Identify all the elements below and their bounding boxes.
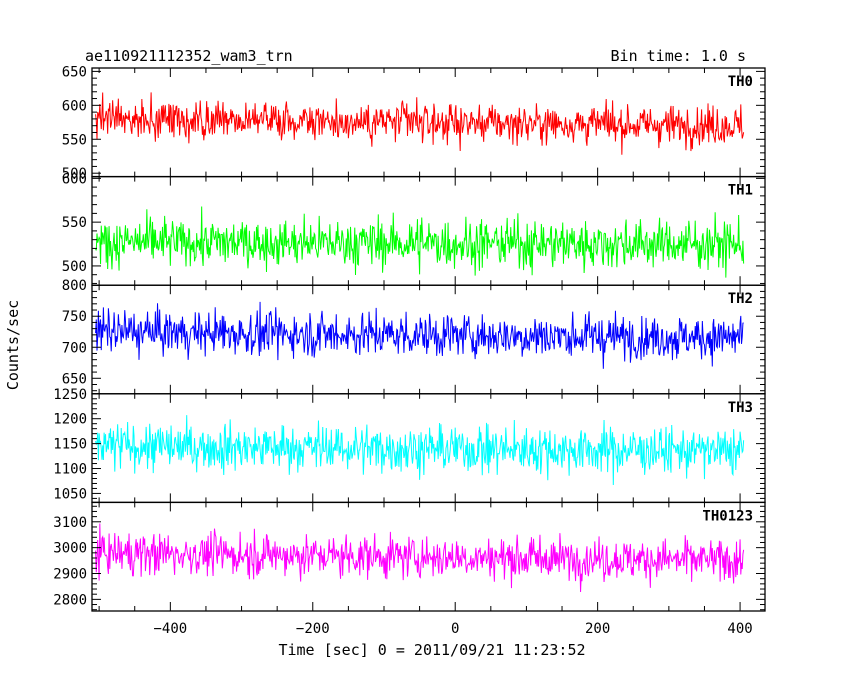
panel-th3: 1050 1100 1150 1200 1250 TH3 [53,387,766,504]
panel-frame [91,501,766,612]
series-line-th1 [95,206,745,278]
y-tick-label: 650 [62,64,87,80]
panel-th0: 500 550 600 650 TH0 [62,64,766,182]
panel-label-th0123: TH0123 [702,508,753,524]
y-tick-label: 550 [62,215,87,231]
y-tick-label: 800 [62,278,87,294]
series-line-th0123 [95,523,745,592]
chart-title: ae110921112352_wam3_trn [85,47,293,65]
y-tick-label: 2900 [53,567,87,583]
y-tick-label: 1150 [53,437,87,453]
panels-group: 500 550 600 650 TH0 500 550 600 TH1 650 700 750 800 T… [53,64,766,637]
y-tick-label: 3100 [53,515,87,531]
y-tick-label: 500 [62,259,87,275]
y-tick-label: 500 [62,166,87,182]
bin-time-label: Bin time: 1.0 s [611,47,746,65]
panel-th2: 650 700 750 800 TH2 [62,278,766,395]
panel-label-th2: TH2 [728,291,753,307]
x-tick-label: 0 [451,621,459,637]
panel-label-th3: TH3 [728,400,753,416]
panel-label-th0: TH0 [728,74,753,90]
y-tick-label: 600 [62,171,87,187]
y-tick-label: 1050 [53,486,87,502]
y-tick-label: 1100 [53,462,87,478]
panel-th1: 500 550 600 TH1 [62,171,766,286]
panel-th0123: 2800 2900 3000 3100 TH0123 [53,501,766,612]
y-tick-label: 700 [62,340,87,356]
series-line-th3 [95,415,745,486]
y-tick-label: 550 [62,132,87,148]
y-tick-label: 1200 [53,412,87,428]
series-line-th0 [95,92,745,155]
panel-label-th1: TH1 [728,183,753,199]
y-axis-label: Counts/sec [4,300,22,390]
x-tick-label: 200 [585,621,610,637]
y-tick-label: 1250 [53,387,87,403]
y-tick-label: 650 [62,371,87,387]
x-axis-label: Time [sec] 0 = 2011/09/21 11:23:52 [278,641,585,659]
y-tick-label: 2800 [53,592,87,608]
y-tick-label: 750 [62,309,87,325]
x-tick-label: 400 [727,621,752,637]
y-tick-label: 600 [62,98,87,114]
y-tick-label: 3000 [53,541,87,557]
x-tick-label: −200 [296,621,330,637]
x-tick-label: −400 [153,621,187,637]
series-line-th2 [95,301,744,369]
